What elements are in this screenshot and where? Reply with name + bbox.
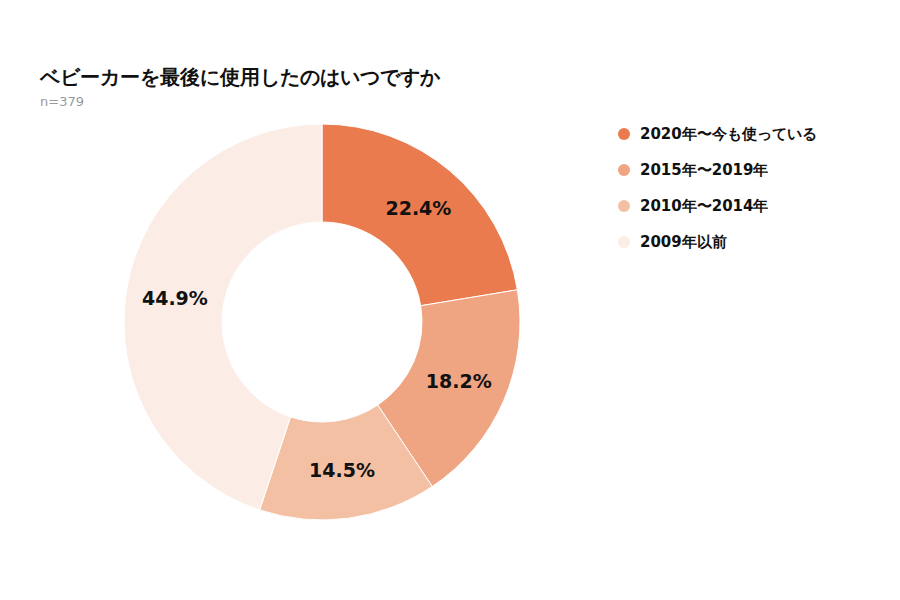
chart: ベビーカーを最後に使用したのはいつですか n=379 22.4% 18.2% 14.5%… xyxy=(0,0,900,600)
slice xyxy=(124,124,322,510)
subtitle: n=379 xyxy=(40,94,84,109)
legend-label: 2015年〜2019年 xyxy=(640,161,769,179)
legend-label: 2010年〜2014年 xyxy=(640,197,769,215)
legend-marker xyxy=(618,200,630,212)
legend-marker xyxy=(618,128,630,140)
title: ベビーカーを最後に使用したのはいつですか xyxy=(39,65,441,89)
data-label: 18.2% xyxy=(426,370,492,392)
legend: 2020年〜今も使っている 2015年〜2019年 2010年〜2014年 2009年… xyxy=(618,125,817,251)
data-label: 22.4% xyxy=(385,197,451,219)
slices xyxy=(124,124,520,520)
data-label: 44.9% xyxy=(142,287,208,309)
legend-marker xyxy=(618,164,630,176)
legend-label: 2020年〜今も使っている xyxy=(640,125,817,143)
legend-marker xyxy=(618,236,630,248)
slice xyxy=(322,124,517,306)
data-labels: 22.4% 18.2% 14.5% 44.9% xyxy=(142,197,492,480)
legend-label: 2009年以前 xyxy=(640,233,727,251)
data-label: 14.5% xyxy=(309,459,375,481)
